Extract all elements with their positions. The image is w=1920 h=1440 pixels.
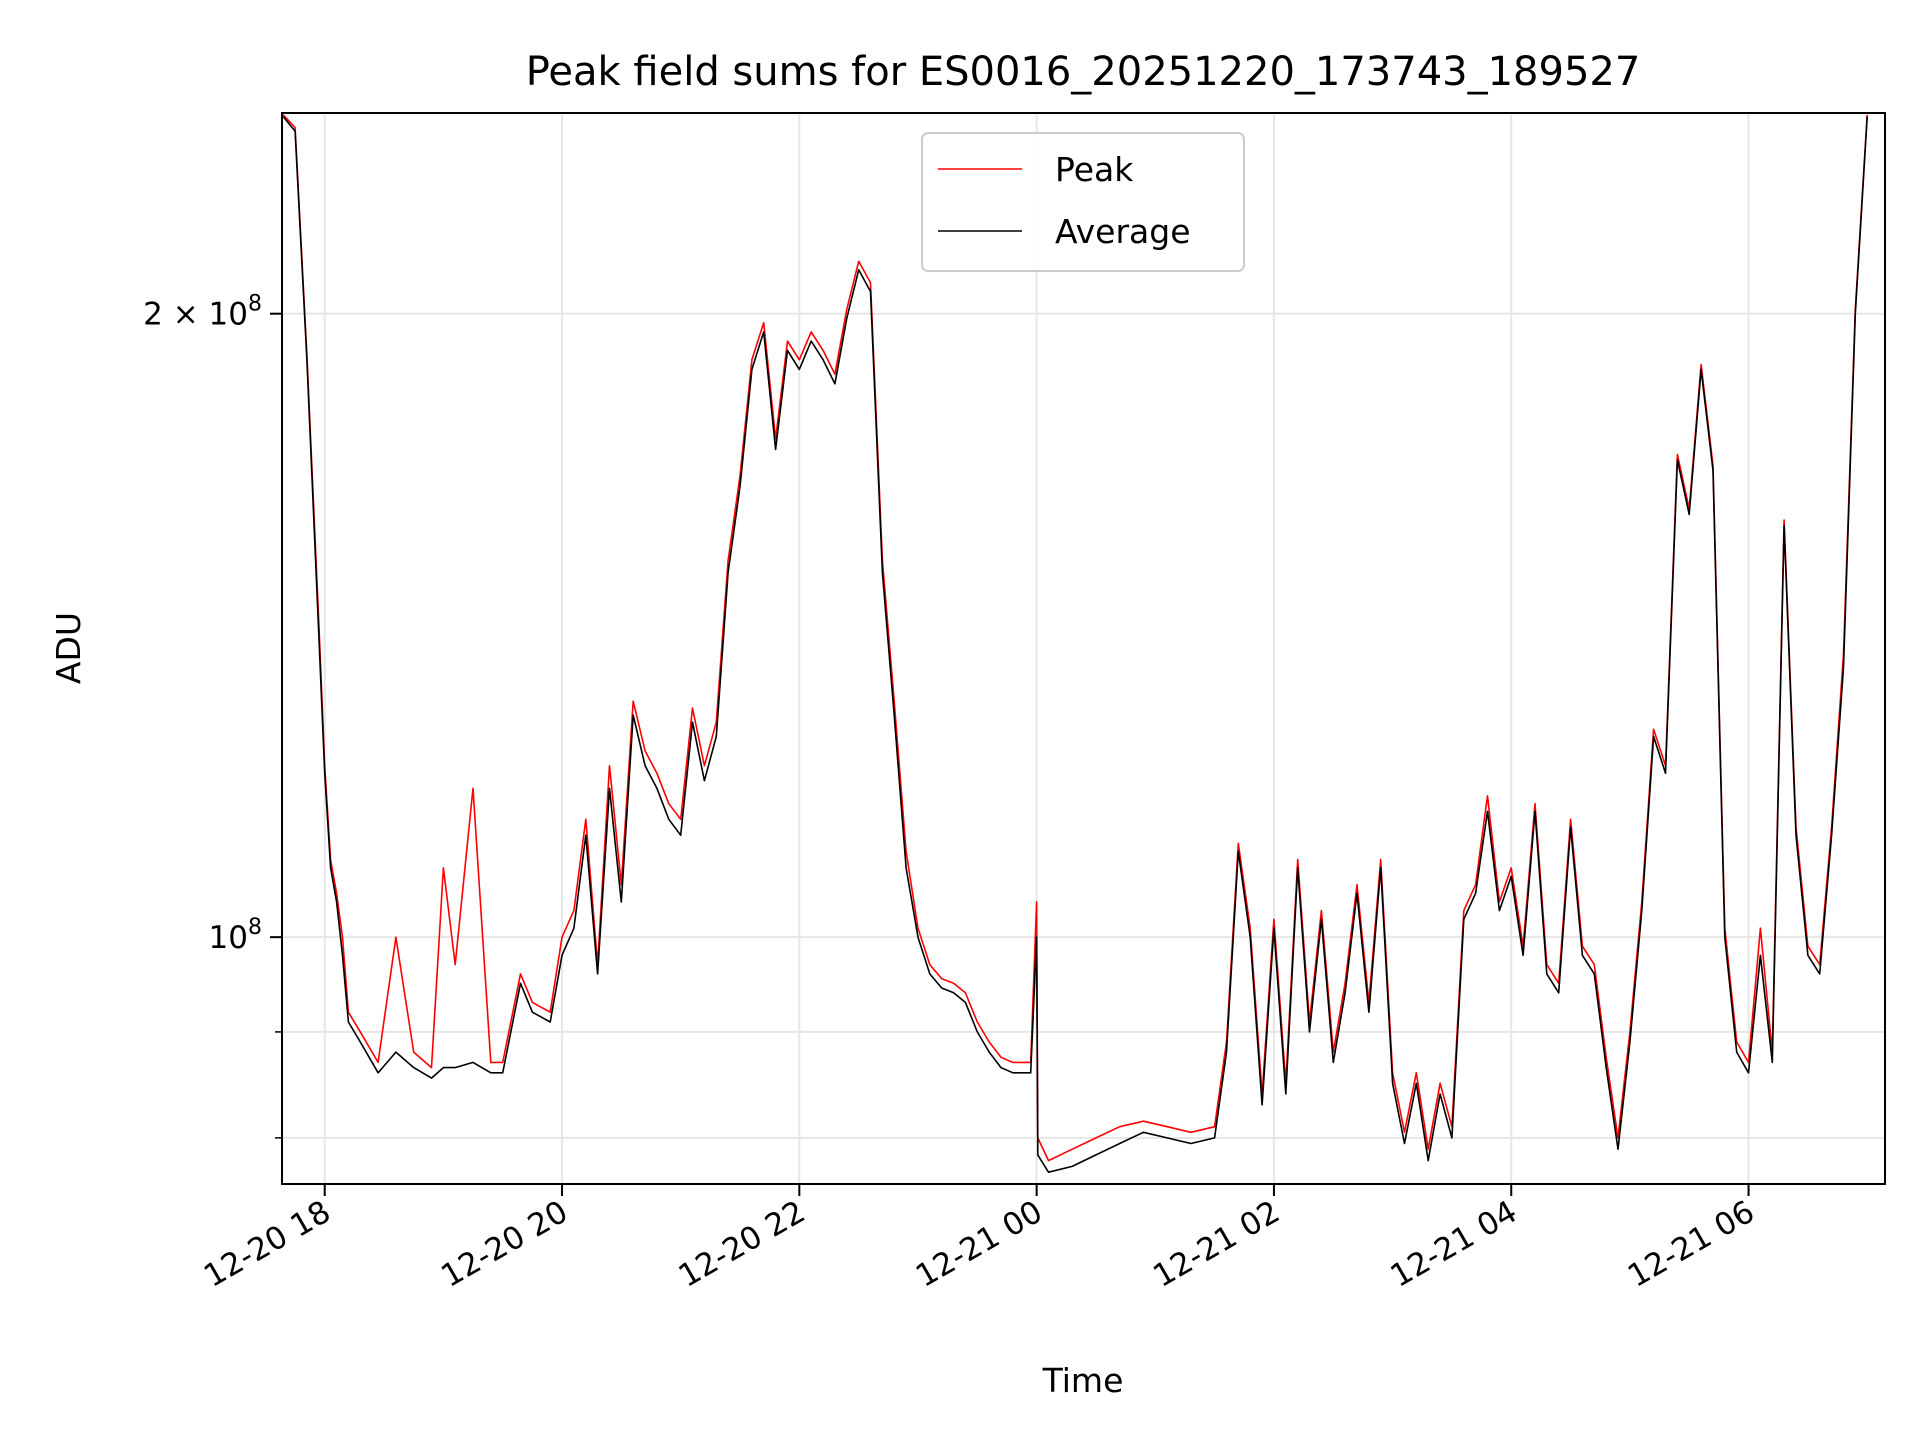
y-tick-label: 2 × 108 — [143, 292, 262, 333]
y-axis-ticks: 108 2 × 108 — [143, 292, 282, 1139]
series-line-average — [282, 116, 1868, 1173]
x-axis-label: Time — [1042, 1361, 1124, 1400]
legend-average-label: Average — [1055, 212, 1191, 251]
y-axis-label: ADU — [49, 612, 88, 684]
plot-frame — [281, 112, 1886, 1185]
chart-title: Peak field sums for ES0016_20251220_1737… — [526, 49, 1641, 95]
series-layer — [282, 114, 1868, 1173]
legend: Peak Average — [921, 132, 1245, 272]
legend-box — [921, 132, 1245, 272]
y-tick-label: 108 — [209, 915, 262, 956]
legend-peak-label: Peak — [1055, 150, 1134, 189]
